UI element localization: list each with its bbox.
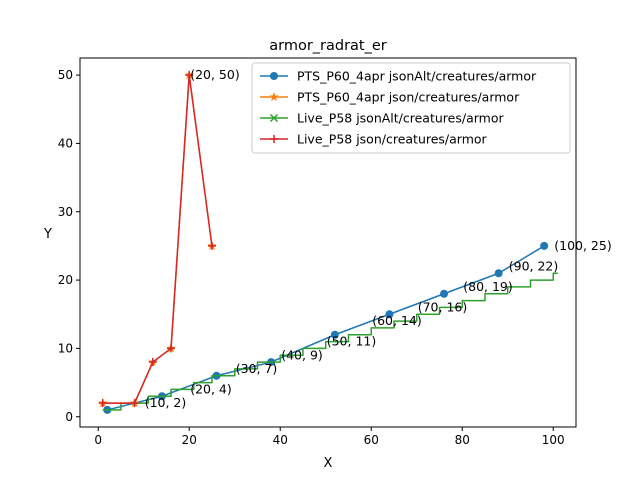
legend-label: PTS_P60_4apr jsonAlt/creatures/armor xyxy=(297,69,537,84)
legend: PTS_P60_4apr jsonAlt/creatures/armor PTS_… xyxy=(251,62,571,154)
data-label: (70, 16) xyxy=(418,299,468,314)
y-tick-label: 30 xyxy=(58,205,73,219)
legend-label: Live_P58 jsonAlt/creatures/armor xyxy=(297,111,504,126)
data-label: (90, 22) xyxy=(509,258,559,273)
series-line xyxy=(102,74,213,404)
legend-entry: PTS_P60_4apr json/creatures/armor xyxy=(260,90,520,105)
x-tick-label: 100 xyxy=(542,433,565,447)
axes-frame xyxy=(79,57,577,428)
legend-entry: Live_P58 json/creatures/armor xyxy=(260,132,488,147)
data-label: (60, 14) xyxy=(372,313,422,328)
y-tick-label: 40 xyxy=(58,136,73,150)
legend-label: Live_P58 json/creatures/armor xyxy=(297,132,488,147)
plot-area: (20, 50) (10, 2)(20, 4) (30, 7)(40, 9) (50,… xyxy=(98,67,612,414)
data-point xyxy=(440,289,449,298)
legend-entry: PTS_P60_4apr jsonAlt/creatures/armor xyxy=(260,69,537,84)
x-axis-label: X xyxy=(324,456,333,471)
data-label: (80, 19) xyxy=(463,279,513,294)
data-label: (50, 11) xyxy=(327,334,377,349)
y-tick-label: 20 xyxy=(58,273,73,287)
data-point xyxy=(494,269,503,278)
data-label: (10, 2) xyxy=(145,395,187,410)
data-point xyxy=(385,310,394,319)
x-tick-label: 60 xyxy=(364,433,379,447)
data-point xyxy=(540,241,549,250)
chart-title: armor_radrat_er xyxy=(269,38,387,54)
data-point xyxy=(130,399,139,408)
legend-label: PTS_P60_4apr json/creatures/armor xyxy=(297,90,520,105)
data-point xyxy=(148,358,157,367)
y-tick-label: 0 xyxy=(65,410,73,424)
y-axis-label: Y xyxy=(43,227,52,242)
y-tick-label: 50 xyxy=(58,68,73,82)
legend-marker xyxy=(269,92,279,102)
x-tick-label: 80 xyxy=(455,433,470,447)
series-line xyxy=(102,272,558,411)
x-tick-label: 20 xyxy=(182,433,197,447)
data-label: (20, 50) xyxy=(190,67,240,82)
data-label: (40, 9) xyxy=(281,347,323,362)
data-label: (100, 25) xyxy=(554,238,611,253)
legend-marker xyxy=(270,135,278,143)
legend-entry: Live_P58 jsonAlt/creatures/armor xyxy=(260,111,504,126)
series-4 xyxy=(98,71,216,408)
data-label: (30, 7) xyxy=(236,361,278,376)
legend-marker xyxy=(270,72,278,80)
axes: 0 20 40 60 80 100 0 10 20 30 40 50 xyxy=(58,57,577,447)
legend-box xyxy=(251,62,571,154)
data-point xyxy=(330,330,339,339)
x-tick-label: 40 xyxy=(273,433,288,447)
x-tick-label: 0 xyxy=(94,433,102,447)
data-point xyxy=(167,344,176,353)
data-point xyxy=(185,71,194,80)
series-3 xyxy=(102,272,558,411)
data-point xyxy=(207,241,216,250)
legend-marker xyxy=(269,113,279,123)
y-tick-label: 10 xyxy=(58,341,73,355)
data-label: (20, 4) xyxy=(190,381,232,396)
data-point xyxy=(98,399,107,408)
